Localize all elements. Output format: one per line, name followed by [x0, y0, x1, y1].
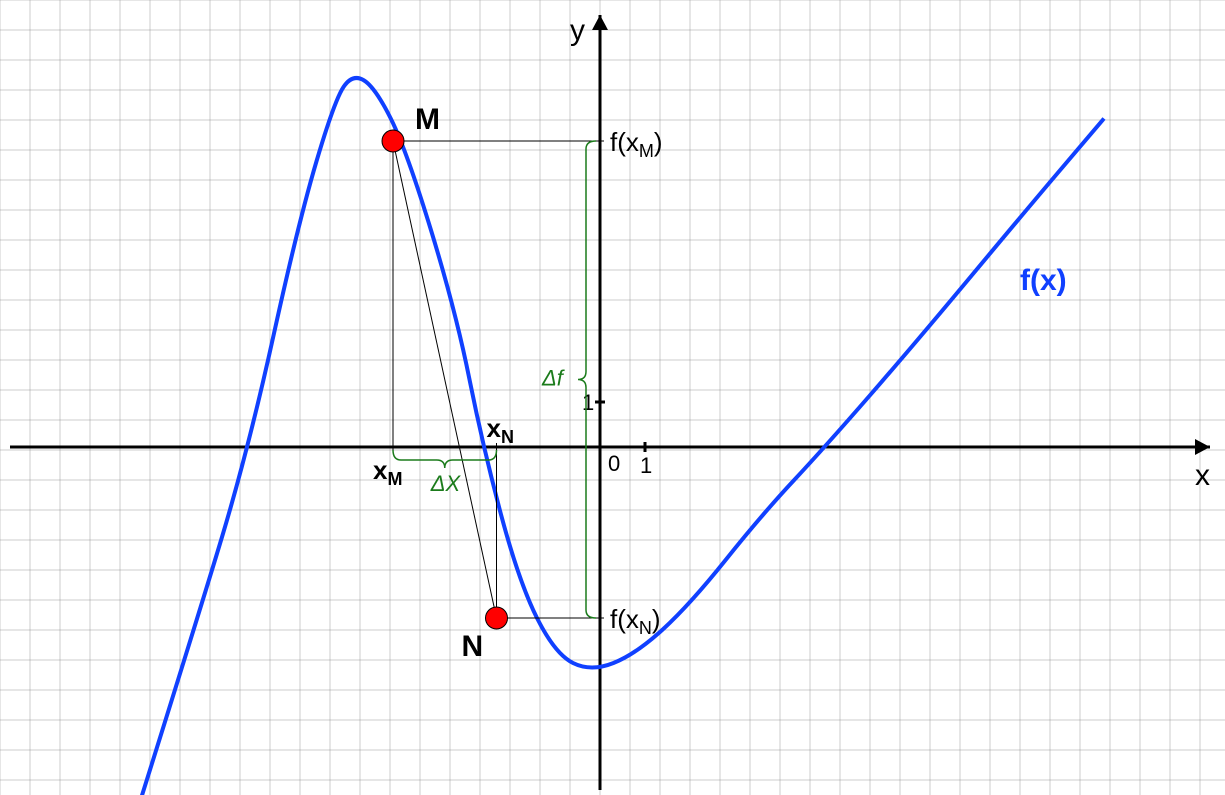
origin-label: 0 [608, 451, 620, 476]
fxn-label: f(xN) [610, 604, 661, 638]
fxm-label: f(xM) [610, 127, 663, 161]
fx-label: f(x) [1020, 264, 1067, 297]
y-tick-1: 1 [582, 390, 594, 415]
x-tick-1: 1 [640, 453, 652, 478]
grid [0, 0, 1225, 795]
delta-x-label: ΔX [430, 471, 462, 496]
delta-f-brace [578, 141, 596, 618]
point-m [382, 130, 404, 152]
delta-f-label: Δf [541, 366, 566, 391]
function-graph-diagram: xy011f(x)MNf(xM)f(xN)xMxNΔXΔf [0, 0, 1225, 795]
point-n-label: N [462, 630, 484, 663]
delta-x-brace [393, 450, 497, 468]
x-axis-label: x [1195, 459, 1210, 492]
point-m-label: M [415, 103, 440, 136]
point-n [486, 607, 508, 629]
y-axis-label: y [570, 14, 585, 47]
